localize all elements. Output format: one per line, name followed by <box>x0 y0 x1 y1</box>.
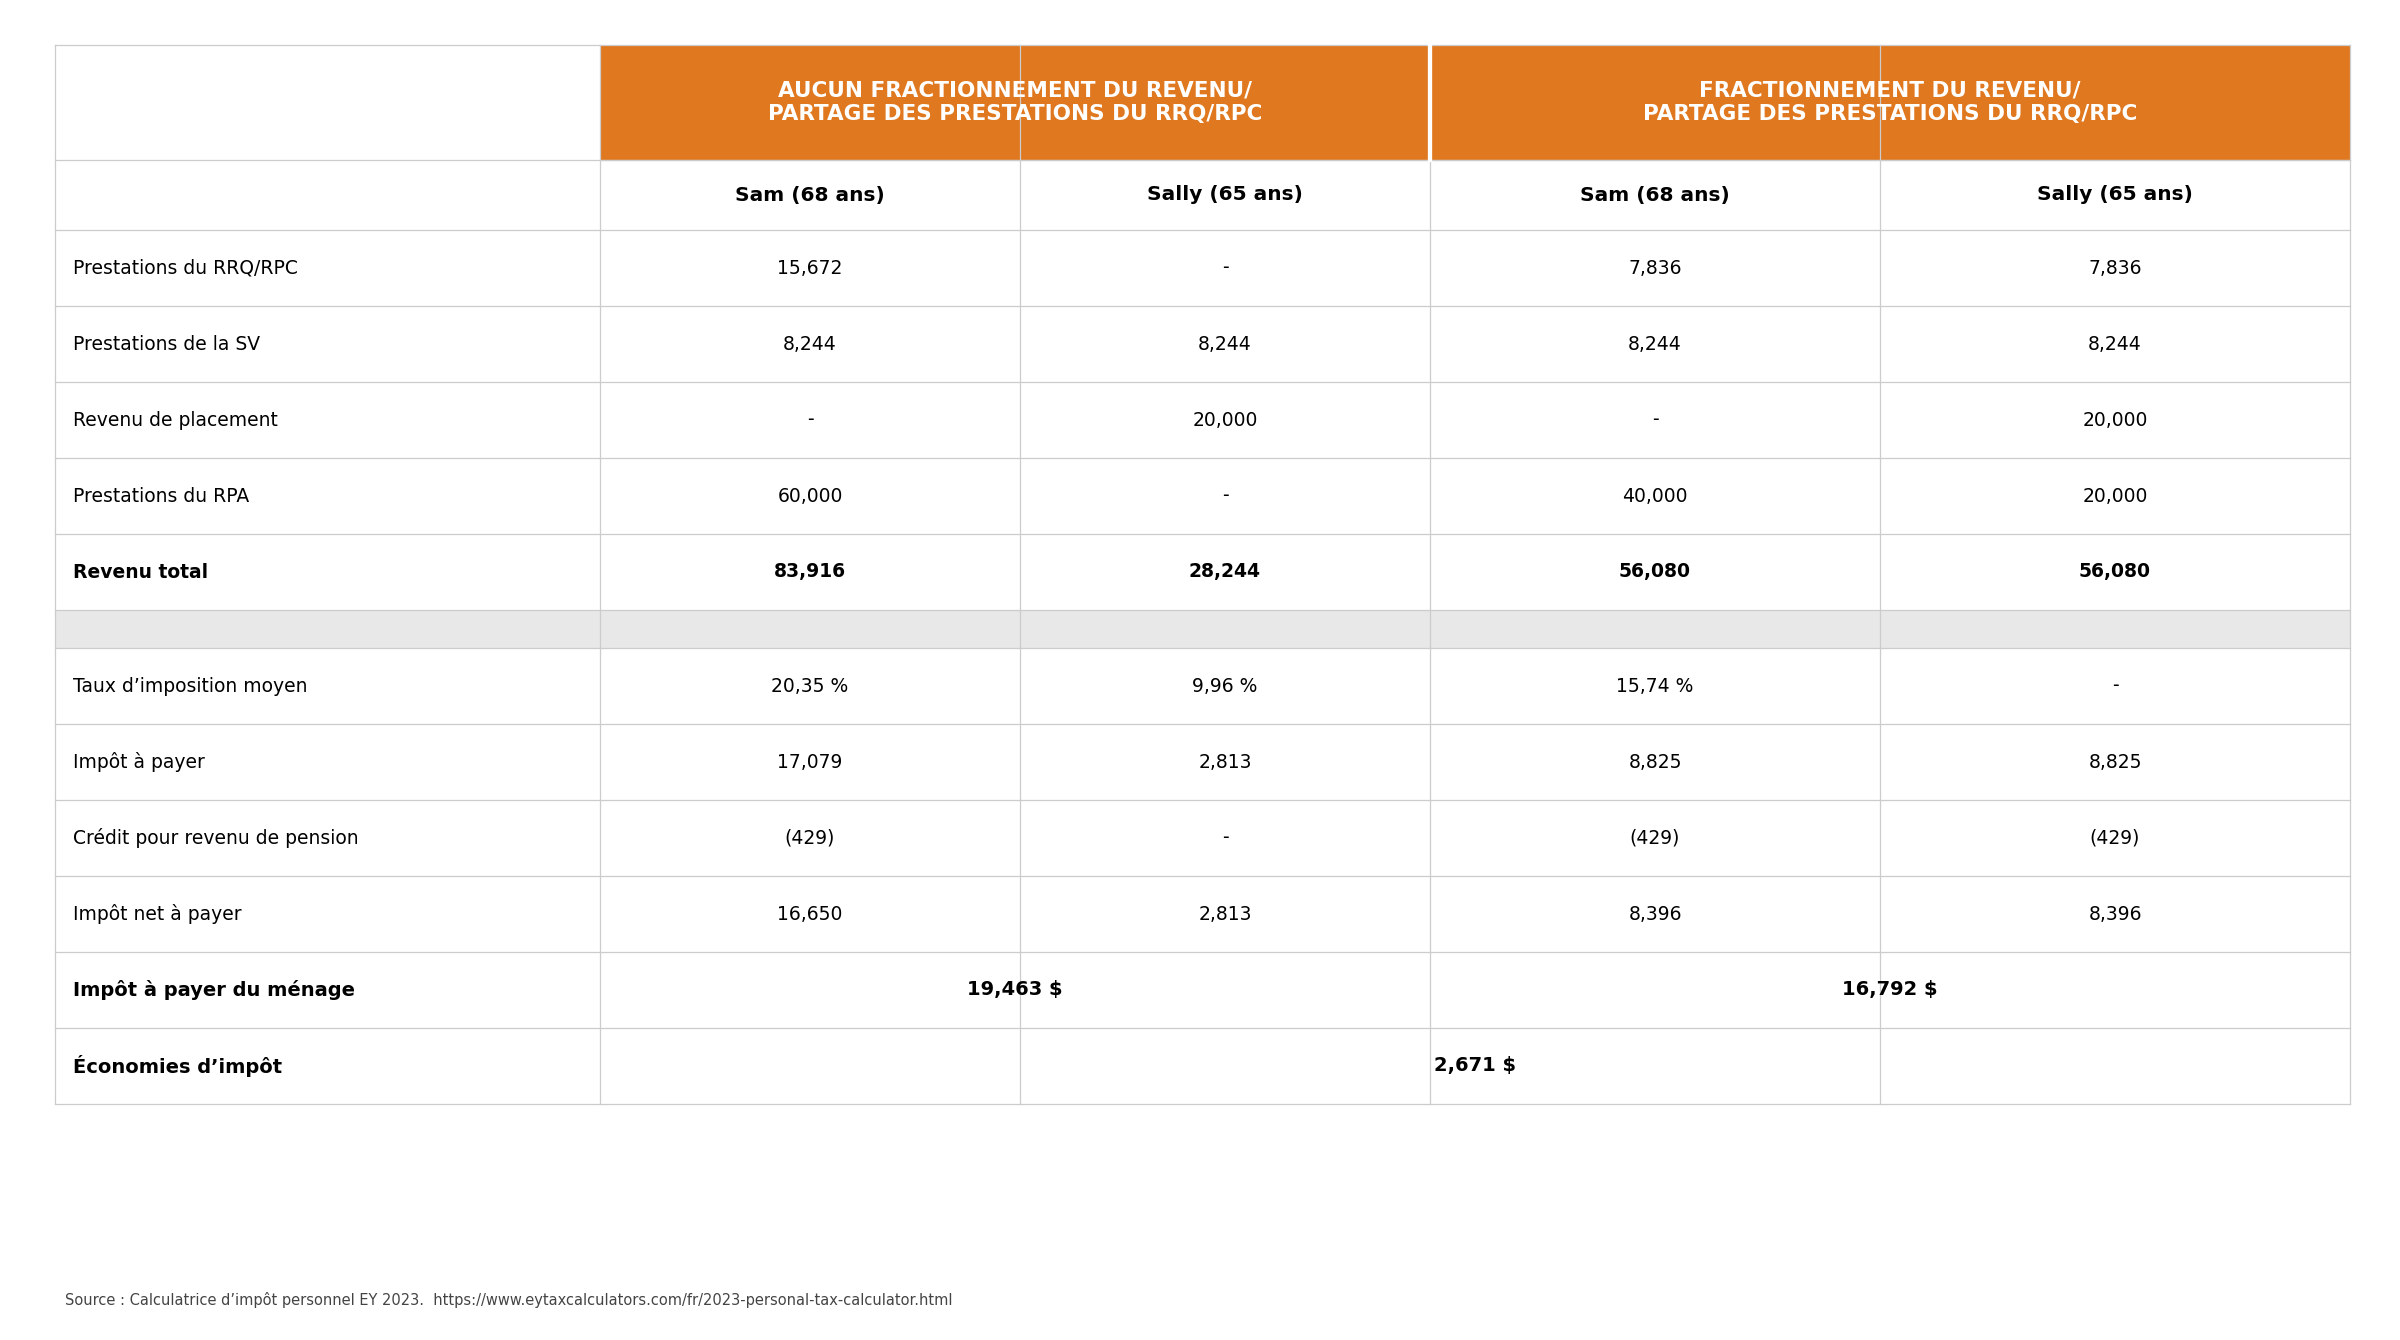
Text: 8,396: 8,396 <box>1627 905 1682 923</box>
Text: 2,813: 2,813 <box>1198 905 1253 923</box>
Text: 8,396: 8,396 <box>2088 905 2141 923</box>
Text: Sally (65 ans): Sally (65 ans) <box>1147 185 1303 205</box>
Text: 60,000: 60,000 <box>778 486 842 505</box>
Text: 20,35 %: 20,35 % <box>770 677 850 695</box>
Text: -: - <box>1222 486 1229 505</box>
Text: Prestations du RPA: Prestations du RPA <box>72 486 250 505</box>
Bar <box>55 610 2350 649</box>
Text: 20,000: 20,000 <box>2083 486 2148 505</box>
Text: Impôt à payer du ménage: Impôt à payer du ménage <box>72 980 355 1000</box>
Text: 8,244: 8,244 <box>1198 335 1253 354</box>
Text: 15,672: 15,672 <box>778 259 842 277</box>
Text: Source : Calculatrice d’impôt personnel EY 2023.  https://www.eytaxcalculators.c: Source : Calculatrice d’impôt personnel … <box>65 1292 953 1308</box>
Text: 20,000: 20,000 <box>2083 410 2148 430</box>
Text: Revenu de placement: Revenu de placement <box>72 410 278 430</box>
Bar <box>1430 46 2350 159</box>
Text: 28,244: 28,244 <box>1188 563 1260 582</box>
Text: 7,836: 7,836 <box>1627 259 1682 277</box>
Text: 8,825: 8,825 <box>1627 753 1682 772</box>
Text: Impôt net à payer: Impôt net à payer <box>72 905 242 925</box>
Text: (429): (429) <box>785 828 835 847</box>
Text: FRACTIONNEMENT DU REVENU/
PARTAGE DES PRESTATIONS DU RRQ/RPC: FRACTIONNEMENT DU REVENU/ PARTAGE DES PR… <box>1644 80 2136 125</box>
Text: 17,079: 17,079 <box>778 753 842 772</box>
Text: (429): (429) <box>2090 828 2141 847</box>
Text: 16,792 $: 16,792 $ <box>1843 981 1937 1000</box>
Text: -: - <box>806 410 814 430</box>
Text: (429): (429) <box>1630 828 1680 847</box>
Text: 56,080: 56,080 <box>2078 563 2150 582</box>
Text: 2,671 $: 2,671 $ <box>1433 1056 1517 1076</box>
Text: Économies d’impôt: Économies d’impôt <box>72 1055 283 1077</box>
Text: Taux d’imposition moyen: Taux d’imposition moyen <box>72 677 307 695</box>
Text: 7,836: 7,836 <box>2088 259 2141 277</box>
Text: 83,916: 83,916 <box>773 563 847 582</box>
Text: Prestations du RRQ/RPC: Prestations du RRQ/RPC <box>72 259 298 277</box>
Text: 9,96 %: 9,96 % <box>1193 677 1258 695</box>
Text: 20,000: 20,000 <box>1193 410 1258 430</box>
Text: 40,000: 40,000 <box>1622 486 1687 505</box>
Text: 8,244: 8,244 <box>782 335 838 354</box>
Text: 16,650: 16,650 <box>778 905 842 923</box>
Text: -: - <box>1651 410 1658 430</box>
Text: 2,813: 2,813 <box>1198 753 1253 772</box>
Text: Revenu total: Revenu total <box>72 563 209 582</box>
Text: 8,244: 8,244 <box>2088 335 2141 354</box>
Text: Prestations de la SV: Prestations de la SV <box>72 335 259 354</box>
Bar <box>55 46 2350 1104</box>
Text: -: - <box>1222 828 1229 847</box>
Text: Sam (68 ans): Sam (68 ans) <box>734 185 886 205</box>
Text: 8,244: 8,244 <box>1627 335 1682 354</box>
Bar <box>600 46 1430 159</box>
Text: -: - <box>2112 677 2119 695</box>
Text: Sam (68 ans): Sam (68 ans) <box>1579 185 1730 205</box>
Text: Impôt à payer: Impôt à payer <box>72 752 204 772</box>
Text: 8,825: 8,825 <box>2088 753 2141 772</box>
Text: 15,74 %: 15,74 % <box>1615 677 1694 695</box>
Text: 19,463 $: 19,463 $ <box>967 981 1063 1000</box>
Text: AUCUN FRACTIONNEMENT DU REVENU/
PARTAGE DES PRESTATIONS DU RRQ/RPC: AUCUN FRACTIONNEMENT DU REVENU/ PARTAGE … <box>768 80 1262 125</box>
Text: Sally (65 ans): Sally (65 ans) <box>2038 185 2194 205</box>
Text: -: - <box>1222 259 1229 277</box>
Text: 56,080: 56,080 <box>1620 563 1692 582</box>
Text: Crédit pour revenu de pension: Crédit pour revenu de pension <box>72 828 358 848</box>
